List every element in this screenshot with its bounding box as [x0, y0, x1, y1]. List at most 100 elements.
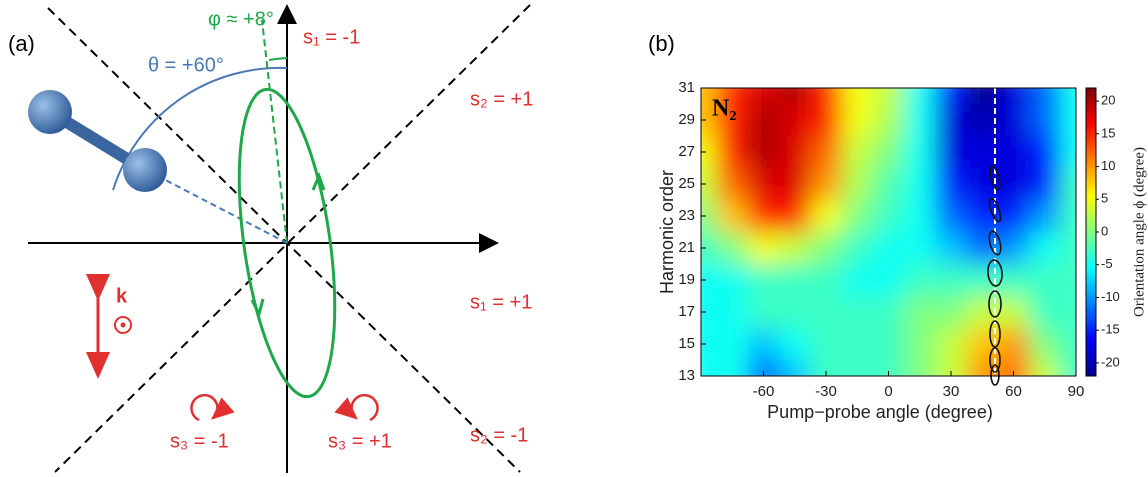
y-tick-label: 25 [678, 175, 695, 192]
heat-cell [810, 136, 843, 169]
heat-cell [904, 264, 936, 297]
heat-cell [716, 136, 749, 169]
heat-cell [1029, 104, 1061, 137]
k-label: k [116, 285, 128, 307]
heat-cell [872, 360, 905, 376]
colorbar-tick-label: -15 [1101, 322, 1120, 337]
heat-cell [810, 168, 843, 201]
heat-cell [810, 296, 843, 329]
heat-cell [935, 232, 968, 265]
heat-cell [935, 328, 968, 361]
colorbar-title: Orientation angle ϕ (degree) [1131, 147, 1147, 317]
heat-cell [716, 360, 749, 376]
x-axis-title: Pump−probe angle (degree) [767, 402, 993, 422]
heat-cell [1060, 136, 1076, 169]
heat-cell [872, 200, 905, 233]
heat-cell [904, 296, 936, 329]
heat-cell [1060, 200, 1076, 233]
heat-cell [747, 136, 780, 169]
heat-cell [747, 328, 780, 361]
y-tick-label: 15 [678, 335, 695, 352]
heat-cell [966, 232, 999, 265]
heat-cell [872, 168, 905, 201]
heat-cell [779, 200, 811, 233]
stokes-label: s₁ = +1 [470, 291, 532, 313]
heat-cell [966, 88, 999, 105]
heat-cell [904, 136, 936, 169]
heat-cell [841, 360, 874, 376]
heat-cell [841, 200, 874, 233]
heat-cell [716, 296, 749, 329]
heat-cell [701, 168, 718, 201]
colorbar-tick-label: 20 [1101, 93, 1115, 108]
heat-cell [841, 168, 874, 201]
heat-cell [872, 232, 905, 265]
heat-cell [841, 88, 874, 105]
x-tick-label: -60 [753, 383, 775, 400]
y-tick-label: 23 [678, 207, 695, 224]
heat-cell [779, 168, 811, 201]
y-tick-label: 21 [678, 239, 695, 256]
heat-cell [701, 88, 718, 105]
heat-cell [779, 232, 811, 265]
heat-cell [872, 136, 905, 169]
heat-cell [716, 264, 749, 297]
heat-cell [1029, 360, 1061, 376]
heat-cell [997, 360, 1030, 376]
heat-cell [747, 88, 780, 105]
heat-cell [716, 104, 749, 137]
heat-cell [935, 168, 968, 201]
heat-cell [1029, 168, 1061, 201]
heat-cell [841, 232, 874, 265]
heat-cell [1060, 88, 1076, 105]
x-tick-label: 30 [943, 383, 960, 400]
y-tick-label: 27 [678, 143, 695, 160]
heat-cell [841, 264, 874, 297]
y-axis-title: Harmonic order [657, 170, 677, 294]
heat-cell [935, 104, 968, 137]
diagonal [54, 4, 531, 473]
y-tick-label: 19 [678, 271, 695, 288]
heat-cell [747, 360, 780, 376]
heat-cell [841, 136, 874, 169]
heat-cell [716, 232, 749, 265]
colorbar-tick-label: -20 [1101, 354, 1120, 369]
heat-cell [1029, 328, 1061, 361]
heat-cell [935, 88, 968, 105]
x-tick-label: 60 [1005, 383, 1022, 400]
heat-cell [716, 328, 749, 361]
annotation: N₂ [712, 96, 737, 122]
phi-arc [268, 57, 288, 61]
heat-cell [872, 264, 905, 297]
heat-cell [841, 296, 874, 329]
heat-cell [1060, 232, 1076, 265]
heat-cell [966, 104, 999, 137]
helicity-arrow [334, 393, 379, 422]
heat-cell [810, 328, 843, 361]
heat-cell [997, 296, 1030, 329]
stokes-label: s₁ = -1 [303, 26, 360, 48]
ellipse-arrow [311, 171, 326, 191]
heat-cell [701, 136, 718, 169]
heat-cell [779, 328, 811, 361]
heat-cell [997, 104, 1030, 137]
heat-cell [747, 232, 780, 265]
heat-cell [1060, 328, 1076, 361]
heat-cell [747, 264, 780, 297]
theta-label: θ = +60° [148, 54, 224, 76]
x-tick-label: -30 [815, 383, 837, 400]
heat-cell [904, 168, 936, 201]
heat-cell [904, 104, 936, 137]
heat-cell [701, 264, 718, 297]
colorbar-tick-label: -5 [1101, 256, 1113, 271]
k-symbol [114, 316, 132, 334]
heat-cell [1029, 264, 1061, 297]
heat-cell [810, 200, 843, 233]
heat-cell [701, 296, 718, 329]
y-tick-label: 17 [678, 303, 695, 320]
heat-cell [747, 168, 780, 201]
ellipse-axis [261, 19, 288, 244]
heat-cell [716, 88, 749, 105]
heat-cell [1060, 360, 1076, 376]
heat-cell [779, 136, 811, 169]
